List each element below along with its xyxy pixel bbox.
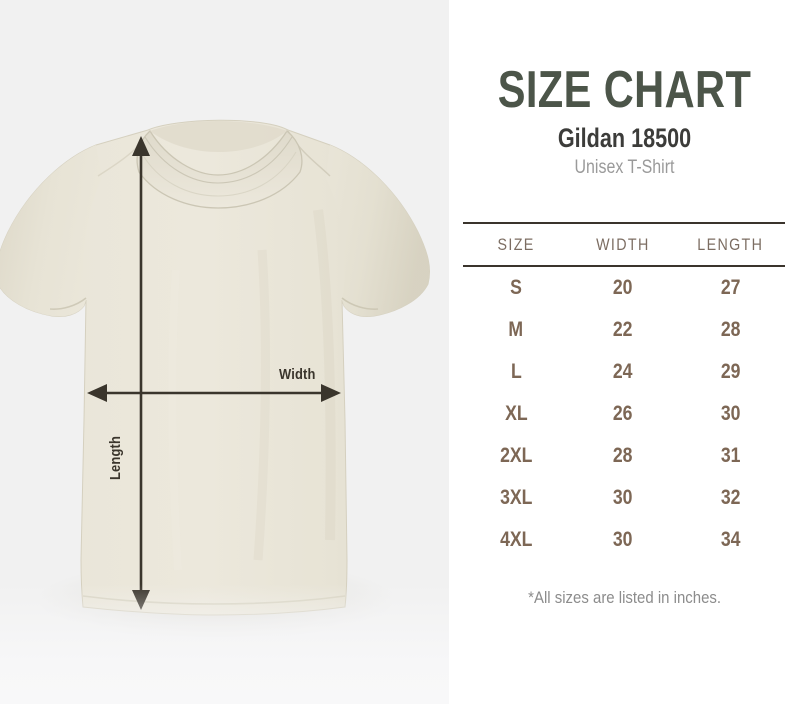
tshirt-illustration — [0, 119, 431, 640]
column-header-size: SIZE — [463, 222, 570, 267]
fabric-fold-side — [313, 209, 336, 541]
table-header-row: SIZE WIDTH LENGTH — [463, 222, 785, 267]
product-photo-panel: Width Length — [0, 0, 449, 704]
table-row: L 24 29 — [463, 351, 785, 393]
cell-length: 32 — [720, 486, 741, 509]
units-footnote: *All sizes are listed in inches. — [528, 588, 721, 607]
cell-size: 4XL — [499, 528, 533, 551]
cell-size: 2XL — [499, 444, 533, 467]
left-sleeve — [0, 145, 102, 317]
width-arrow-head-right — [321, 384, 341, 402]
product-model: Gildan 18500 — [557, 123, 692, 153]
back-neck-shadow — [150, 121, 287, 152]
cell-width: 30 — [612, 486, 633, 509]
cell-length: 31 — [720, 444, 741, 467]
width-arrow-head-left — [87, 384, 107, 402]
table-row: 2XL 28 31 — [463, 435, 785, 477]
cell-size: 3XL — [499, 486, 533, 509]
fabric-fold-right — [253, 249, 270, 561]
size-chart-panel: SIZE CHART Gildan 18500 Unisex T-Shirt S… — [449, 0, 800, 704]
right-sleeve — [326, 145, 430, 317]
size-table: SIZE WIDTH LENGTH S 20 27 M — [463, 222, 785, 561]
cell-length: 30 — [720, 402, 741, 425]
cell-width: 24 — [612, 360, 633, 383]
cell-size: S — [510, 276, 523, 299]
cell-width: 28 — [612, 444, 633, 467]
cell-size: XL — [504, 402, 528, 425]
chart-header: SIZE CHART Gildan 18500 Unisex T-Shirt — [449, 0, 800, 179]
table-row: M 22 28 — [463, 309, 785, 351]
cell-width: 20 — [612, 276, 633, 299]
cell-length: 29 — [720, 360, 741, 383]
column-header-length: LENGTH — [675, 222, 785, 267]
table-row: 3XL 30 32 — [463, 477, 785, 519]
garment-type: Unisex T-Shirt — [574, 157, 675, 178]
cell-width: 22 — [612, 318, 633, 341]
column-header-width: WIDTH — [569, 222, 676, 267]
cell-width: 30 — [612, 528, 633, 551]
fabric-fold-left — [168, 269, 182, 571]
left-sleeve-hem — [49, 297, 87, 310]
cell-length: 34 — [720, 528, 741, 551]
table-row: 4XL 30 34 — [463, 519, 785, 561]
cell-size: M — [508, 318, 524, 341]
length-arrow-head-top — [132, 136, 150, 156]
page-title: SIZE CHART — [497, 61, 752, 119]
table-row: XL 26 30 — [463, 393, 785, 435]
cell-length: 28 — [720, 318, 741, 341]
cell-length: 27 — [720, 276, 741, 299]
collar-inner-edge — [144, 136, 293, 184]
right-sleeve-hem — [341, 297, 379, 310]
cell-width: 26 — [612, 402, 633, 425]
table-row: S 20 27 — [463, 266, 785, 309]
collar-stitch — [140, 151, 297, 197]
cell-size: L — [510, 360, 522, 383]
